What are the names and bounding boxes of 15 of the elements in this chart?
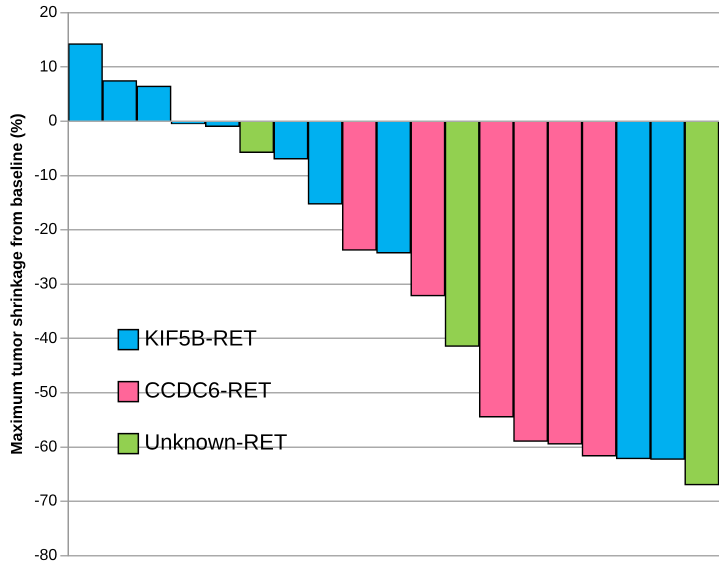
y-tick-label: -10 <box>34 166 58 184</box>
y-tick-label: -60 <box>34 438 58 456</box>
legend-label: Unknown-RET <box>144 430 288 455</box>
legend-label: CCDC6-RET <box>144 378 272 403</box>
y-tick-label: -50 <box>34 384 58 402</box>
y-tick-label: -80 <box>34 547 58 564</box>
y-tick-label: 10 <box>40 58 58 76</box>
y-tick-label: 0 <box>48 112 58 130</box>
y-tick-label: -70 <box>34 492 58 510</box>
y-tick-label: -20 <box>34 221 58 238</box>
y-axis-title: Maximum tumor shrinkage from baseline (%) <box>9 113 26 455</box>
y-tick-label: 20 <box>40 4 58 22</box>
legend-label: KIF5B-RET <box>144 326 257 351</box>
y-tick-label: -40 <box>34 330 58 347</box>
y-tick-label: -30 <box>34 276 58 293</box>
